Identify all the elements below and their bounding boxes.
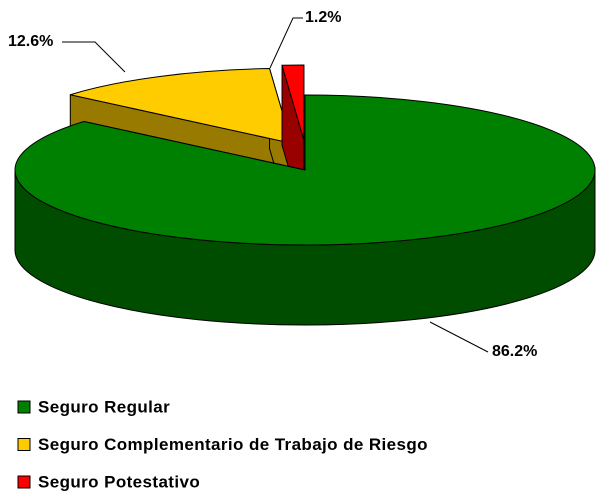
legend-swatch [17,438,31,451]
legend-swatch [17,475,31,489]
slice-top [281,64,305,141]
legend-label: Seguro Potestativo [38,472,200,491]
data-label: 1.2% [305,9,341,26]
leader-line [269,17,303,69]
legend-label: Seguro Complementario de Trabajo de Ries… [38,435,428,454]
slice-top [69,67,292,144]
leader-line [62,41,126,73]
slice-top [14,94,596,246]
leader-line [429,321,489,353]
data-label: 12.6% [8,33,53,50]
legend-label: Seguro Regular [38,397,170,416]
legend-swatch [17,400,31,414]
data-label: 86.2% [492,343,537,360]
